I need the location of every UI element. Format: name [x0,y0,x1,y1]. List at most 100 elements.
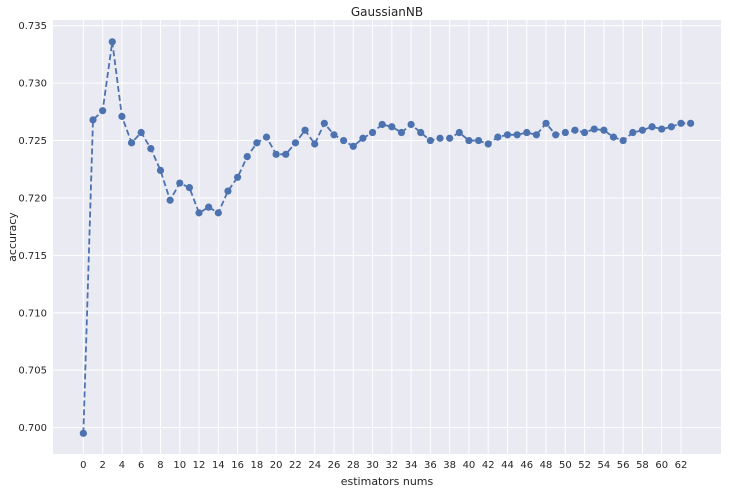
data-point [311,140,319,148]
data-point [532,131,541,139]
data-point [340,136,348,145]
data-point [282,150,290,158]
data-point [359,134,367,142]
data-point [426,136,434,145]
data-point [503,131,512,139]
data-point [185,184,193,192]
data-point [378,120,386,129]
y-tick-label: 0.710 [18,308,47,319]
y-tick-label: 0.715 [18,251,47,262]
y-axis-label: accuracy [6,212,19,262]
grid [53,20,721,454]
data-point [108,38,116,46]
data-point [127,139,136,147]
x-tick-label: 12 [193,460,206,471]
x-tick-label: 28 [347,460,360,471]
data-point [330,131,338,139]
data-point [571,126,579,134]
x-tick-label: 0 [80,460,86,471]
data-point [677,119,685,127]
data-point [176,179,184,187]
x-tick-label: 24 [308,460,321,471]
data-point [629,128,637,137]
data-point [118,112,126,121]
data-point [224,187,232,195]
data-point [301,126,309,134]
x-tick-label: 34 [405,460,418,471]
data-point [667,123,675,131]
data-point [648,123,656,131]
data-point [474,136,483,145]
data-point [523,128,531,137]
data-point [156,166,165,175]
x-tick-label: 50 [559,460,572,471]
data-point [79,429,87,437]
series-markers [79,38,695,437]
data-point [166,196,174,204]
x-tick-label: 54 [598,460,611,471]
data-point [513,131,521,139]
data-point [388,123,396,131]
data-point [600,126,608,134]
data-point [253,139,261,147]
data-point [436,134,444,142]
x-tick-label: 42 [482,460,495,471]
data-point [407,120,415,129]
data-point [609,133,618,141]
x-tick-label: 46 [520,460,533,471]
x-tick-label: 18 [251,460,264,471]
x-tick-label: 6 [138,460,144,471]
x-tick-label: 2 [99,460,105,471]
chart-title: GaussianNB [351,5,423,19]
y-tick-label: 0.735 [18,21,47,32]
x-tick-label: 20 [270,460,283,471]
x-axis: 0 2 4 6 8 10 12 14 16 18 20 22 24 26 28 30 32 34 36 38 40 42 4… [80,460,687,471]
data-point [291,139,300,147]
data-point [581,128,589,137]
x-tick-label: 56 [617,460,630,471]
data-point [484,140,492,148]
x-tick-label: 38 [443,460,456,471]
data-point [687,119,695,127]
x-tick-label: 60 [655,460,668,471]
y-tick-label: 0.705 [18,366,47,377]
series-line [82,41,691,434]
x-tick-label: 16 [231,460,244,471]
x-tick-label: 48 [540,460,553,471]
data-point [638,126,647,134]
data-point [446,134,454,142]
data-point [89,116,97,124]
data-point [619,136,627,145]
data-point [465,136,473,145]
x-tick-label: 30 [366,460,379,471]
y-tick-label: 0.725 [18,136,47,147]
x-tick-label: 44 [501,460,514,471]
data-point [147,144,155,153]
data-point [455,128,463,137]
x-tick-label: 26 [328,460,341,471]
x-tick-label: 36 [424,460,437,471]
x-tick-label: 4 [119,460,125,471]
data-point [561,128,569,137]
x-tick-label: 40 [463,460,476,471]
y-tick-label: 0.700 [18,423,47,434]
data-point [262,133,271,141]
y-axis: 0.700 0.705 0.710 0.715 0.720 0.725 0.730 0.735 [18,21,47,434]
data-point [233,173,242,181]
x-tick-label: 52 [578,460,591,471]
data-point [205,203,213,211]
data-point [320,119,328,127]
data-point [137,128,145,137]
x-tick-label: 32 [385,460,398,471]
data-point [99,107,107,115]
data-point [417,128,425,137]
data-point [214,209,222,217]
data-point [349,142,357,150]
data-point [590,125,598,133]
y-tick-label: 0.720 [18,193,47,204]
x-tick-label: 62 [675,460,688,471]
x-tick-label: 22 [289,460,302,471]
data-point [494,133,502,141]
data-point [243,153,251,161]
